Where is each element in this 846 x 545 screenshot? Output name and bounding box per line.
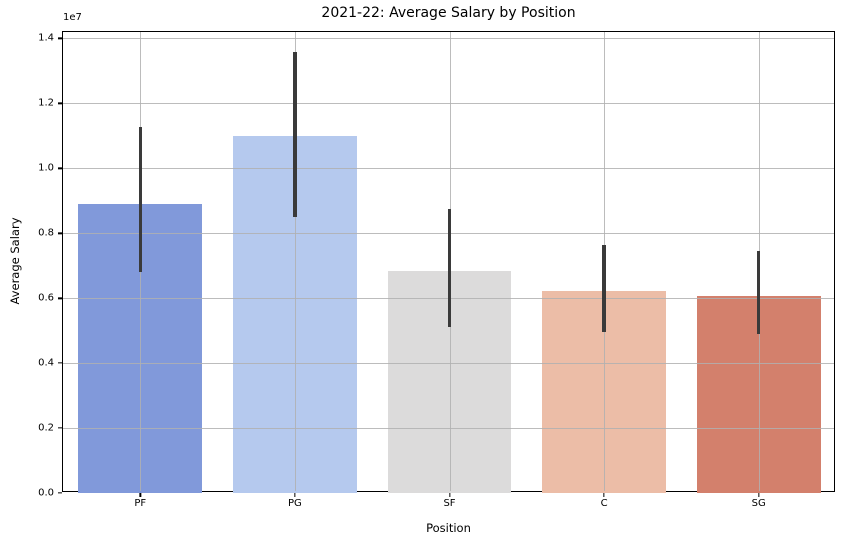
- x-tick-label: PG: [288, 498, 302, 509]
- x-tick-mark: [758, 492, 760, 497]
- x-tick-label: SF: [443, 498, 456, 509]
- y-tick-label: 1.2: [38, 97, 54, 109]
- x-tick-mark: [139, 492, 141, 497]
- x-tick-label: PF: [134, 498, 147, 509]
- x-tick-label: SG: [751, 498, 766, 509]
- y-tick-label: 0.8: [38, 227, 54, 239]
- y-tick-label: 0.2: [38, 422, 54, 434]
- y-tick-label: 1.0: [38, 162, 54, 174]
- plot-area: 0.0 0.2 0.4 0.6 0.8 1.0 1.2 1.4 PF PG SF C SG: [38, 31, 835, 509]
- y-axis-offset-text: 1e7: [63, 12, 82, 23]
- error-bar: [138, 126, 143, 273]
- error-bar: [602, 245, 606, 332]
- x-tick-mark: [294, 492, 296, 497]
- y-tick-label: 1.4: [38, 32, 54, 44]
- x-tick-mark: [603, 492, 605, 497]
- y-tick-mark: [57, 37, 62, 40]
- h-gridline: [63, 103, 834, 105]
- y-tick-mark: [57, 167, 62, 169]
- h-gridline: [63, 363, 834, 365]
- y-tick-mark: [57, 427, 62, 429]
- chart-title: 2021-22: Average Salary by Position: [321, 5, 576, 21]
- y-tick-mark: [57, 232, 62, 234]
- h-gridline: [63, 168, 834, 170]
- h-gridline: [63, 428, 834, 430]
- error-bar: [756, 251, 761, 334]
- y-tick-mark: [57, 297, 62, 299]
- x-tick-mark: [448, 492, 451, 497]
- y-tick-label: 0.0: [38, 487, 54, 499]
- y-tick-mark: [57, 102, 62, 105]
- y-tick-mark: [57, 492, 62, 494]
- error-bar: [447, 209, 452, 328]
- y-tick-label: 0.6: [38, 292, 54, 304]
- x-axis-label: Position: [426, 521, 471, 535]
- h-gridline: [63, 38, 834, 40]
- error-bar: [293, 52, 297, 217]
- x-tick-label: C: [600, 498, 608, 509]
- y-axis-label: Average Salary: [8, 217, 22, 305]
- v-gridline: [294, 32, 296, 491]
- y-tick-label: 0.4: [38, 357, 54, 369]
- y-tick-mark: [57, 362, 62, 364]
